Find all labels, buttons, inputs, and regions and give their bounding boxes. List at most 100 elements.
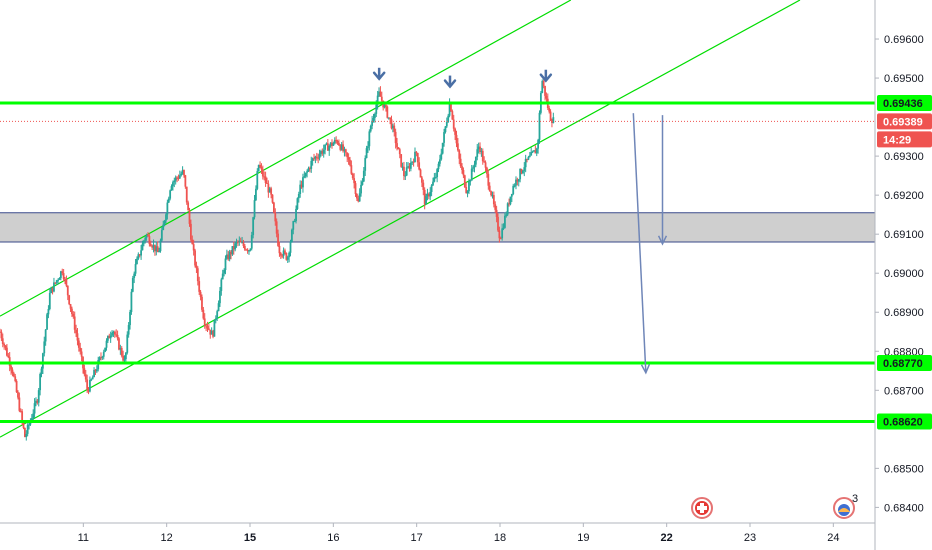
candle [530, 147, 533, 156]
candle [203, 313, 206, 329]
candle [268, 186, 271, 193]
candle [531, 150, 534, 154]
candle [494, 201, 497, 213]
candle [336, 139, 339, 145]
y-tick-label: 0.68700 [884, 385, 924, 397]
candle [282, 247, 285, 259]
candle [344, 148, 347, 157]
candle [526, 158, 528, 163]
candle [115, 329, 118, 338]
candle [28, 422, 30, 430]
y-tick-label: 0.69500 [884, 73, 924, 85]
candle [403, 161, 405, 181]
candle [183, 169, 185, 178]
candle [394, 128, 397, 149]
candle [277, 229, 279, 247]
peak-down-arrow-icon-3 [539, 69, 553, 83]
candle [342, 140, 344, 153]
candle [415, 151, 418, 157]
candle [378, 87, 380, 97]
lifebuoy-icon[interactable] [691, 497, 713, 519]
candle [498, 226, 501, 243]
candle [379, 86, 382, 97]
horizontal-levels [0, 101, 875, 424]
candle [292, 220, 295, 235]
candle [148, 233, 151, 247]
candle [239, 237, 242, 243]
candle [443, 128, 445, 147]
candle [372, 113, 375, 123]
candle [149, 240, 152, 247]
candle [452, 114, 455, 132]
alert-badge-icon[interactable]: 3 [833, 493, 858, 519]
candle [429, 187, 432, 201]
candle [108, 333, 111, 339]
candle [119, 344, 122, 355]
candle [409, 157, 412, 172]
candle [332, 141, 335, 147]
candle [447, 113, 450, 123]
candle [333, 137, 336, 145]
candle [340, 141, 343, 151]
candle [508, 198, 510, 207]
candle [279, 252, 282, 259]
candle [437, 161, 440, 173]
candle [459, 153, 462, 168]
candle [224, 255, 227, 275]
svg-text:14:29: 14:29 [883, 134, 911, 146]
candle [24, 427, 26, 438]
candle [202, 306, 205, 320]
candle [306, 169, 308, 178]
candle [192, 239, 195, 256]
candle [98, 356, 101, 362]
candle [314, 155, 317, 164]
time-axis[interactable]: 11 12 15 16 17 18 19 22 23 24 [78, 523, 840, 544]
candle [187, 200, 190, 211]
y-tick-label: 0.69200 [884, 190, 924, 202]
candle [328, 144, 331, 156]
candle [130, 288, 133, 315]
candle [509, 196, 512, 206]
candle [412, 158, 415, 167]
projection-arrow-1[interactable] [632, 113, 651, 375]
candle [238, 236, 241, 246]
x-tick-label: 19 [577, 532, 589, 544]
candle [147, 232, 149, 237]
candle [445, 117, 448, 128]
candle [253, 194, 256, 220]
candle [513, 183, 516, 188]
candle [184, 174, 187, 189]
candle [522, 169, 524, 175]
peak-down-arrow-icon-2 [443, 75, 457, 89]
candle [76, 327, 79, 346]
candle [419, 168, 422, 178]
candle [165, 213, 167, 224]
candle [18, 392, 21, 413]
y-tick-label: 0.68500 [884, 463, 924, 475]
candle [405, 162, 408, 177]
candle [159, 238, 162, 253]
candle [209, 329, 212, 339]
projection-arrow-2[interactable] [657, 115, 668, 246]
candle [488, 182, 491, 192]
candle [181, 166, 184, 175]
candle [495, 205, 498, 223]
candle [188, 207, 191, 227]
candle [261, 165, 264, 180]
candle [138, 253, 141, 258]
candle [75, 324, 77, 337]
candle [273, 201, 275, 214]
candle [69, 303, 72, 312]
candle [502, 223, 505, 231]
candle [441, 142, 444, 155]
candle [62, 268, 65, 282]
candle [217, 300, 220, 312]
x-tick-label: 15 [244, 532, 256, 544]
candle [369, 124, 372, 133]
svg-text:0.68620: 0.68620 [883, 417, 923, 429]
candle [426, 188, 429, 201]
candle [221, 269, 224, 280]
candle [266, 177, 268, 184]
candle [232, 241, 235, 255]
